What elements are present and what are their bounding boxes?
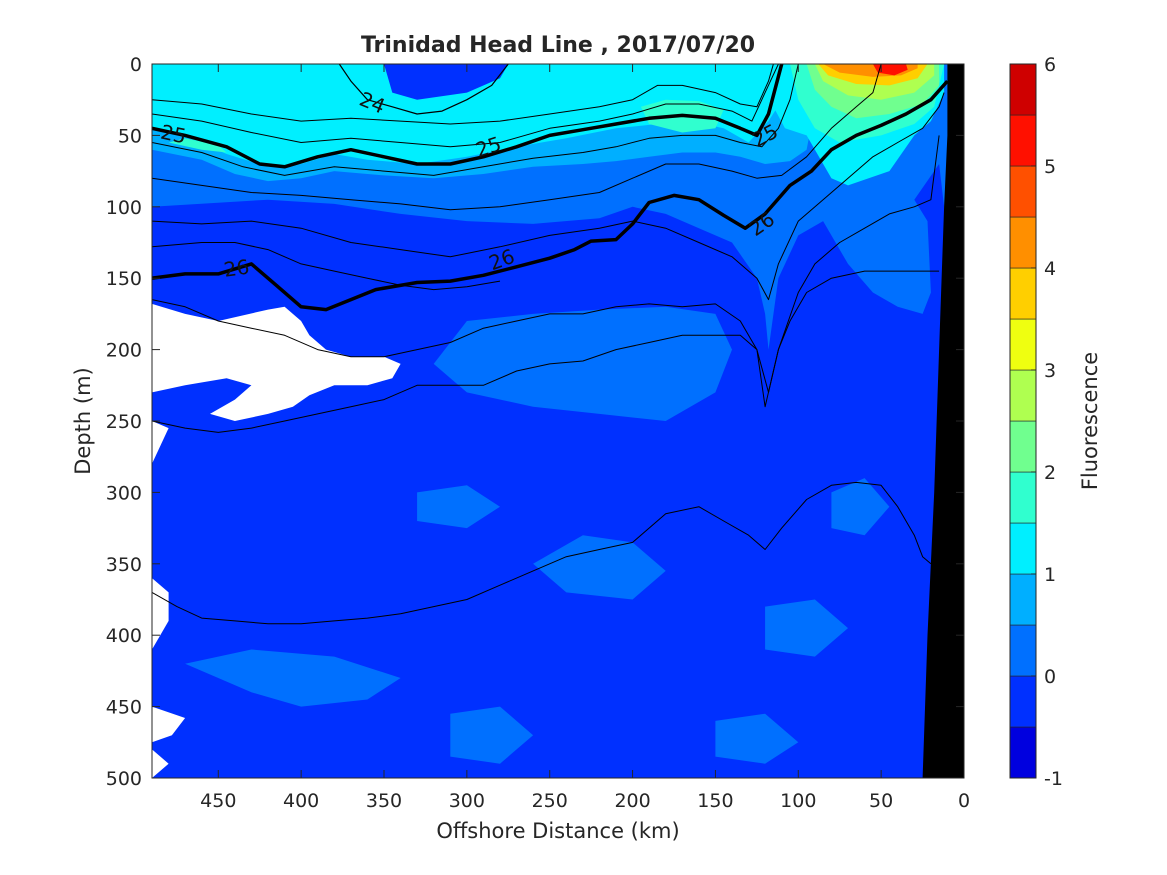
colorbar-band <box>1009 369 1037 422</box>
fluorescence-patch <box>831 478 890 536</box>
density-contour-thin <box>152 92 945 301</box>
fluorescence-patch <box>384 64 509 100</box>
colorbar-band <box>1009 420 1037 473</box>
density-contour-thin <box>152 64 774 125</box>
density-contour-25 <box>152 64 784 169</box>
y-tick-label: 0 <box>130 54 142 76</box>
density-contour-thin <box>152 64 882 211</box>
y-tick-label: 400 <box>106 625 142 647</box>
y-tick-label: 500 <box>106 768 142 790</box>
colorbar-tick-label: 6 <box>1044 54 1056 76</box>
land-layer <box>922 64 964 778</box>
density-contour-thin <box>152 135 940 408</box>
colorbar-band <box>1009 573 1037 626</box>
colorbar-band <box>1009 165 1037 218</box>
x-axis-label: Offshore Distance (km) <box>436 819 679 843</box>
colorbar-tick-label: -1 <box>1044 768 1063 790</box>
y-tick-label: 50 <box>118 125 142 147</box>
land-mask <box>922 64 964 778</box>
fluorescence-patch <box>450 706 534 764</box>
x-tick-label: 350 <box>366 790 402 812</box>
density-contour-thin <box>152 481 932 625</box>
colorbar-tick-label: 3 <box>1044 360 1056 382</box>
density-contour-layer <box>152 64 949 625</box>
fluorescence-patch <box>533 535 666 600</box>
y-tick-label: 250 <box>106 411 142 433</box>
chart-title: Trinidad Head Line , 2017/07/20 <box>361 33 755 58</box>
x-tick-label: 450 <box>200 790 236 812</box>
colorbar-tick-label: 0 <box>1044 666 1056 688</box>
fluorescence-patch <box>715 713 799 764</box>
x-axis: 450 400 350 300 250 200 150 100 50 0 <box>200 64 970 812</box>
y-tick-label: 300 <box>106 482 142 504</box>
y-tick-label: 100 <box>106 197 142 219</box>
colorbar-band <box>1009 63 1037 116</box>
density-contour-thin <box>152 242 501 291</box>
fluorescence-patch <box>433 306 732 421</box>
fluorescence-patch <box>152 164 951 778</box>
colorbar-band <box>1009 624 1037 677</box>
no-data-region <box>152 421 169 464</box>
no-data-layer <box>152 303 401 778</box>
no-data-region <box>152 303 401 421</box>
colorbar-band <box>1009 471 1037 524</box>
density-contour-26 <box>152 79 949 312</box>
colorbar-band <box>1009 267 1037 320</box>
colorbar-tick-label: 4 <box>1044 258 1056 280</box>
fluorescence-patch <box>765 599 848 657</box>
contour-label: 26 <box>222 255 251 282</box>
y-axis: 0 50 100 150 200 250 300 350 400 450 500 <box>106 54 964 790</box>
colorbar-band <box>1009 522 1037 575</box>
y-tick-label: 200 <box>106 340 142 362</box>
x-tick-label: 0 <box>958 790 970 812</box>
fluorescence-patch <box>185 649 401 707</box>
y-axis-label: Depth (m) <box>71 367 95 474</box>
x-tick-label: 150 <box>697 790 733 812</box>
x-tick-label: 100 <box>780 790 816 812</box>
colorbar-band <box>1009 726 1037 779</box>
density-contour-thin <box>152 64 779 148</box>
colorbar-tick-label: 1 <box>1044 564 1056 586</box>
colorbar-band <box>1009 318 1037 371</box>
colorbar-tick-label: 5 <box>1044 156 1056 178</box>
x-tick-label: 300 <box>449 790 485 812</box>
density-contour-thin <box>152 270 940 433</box>
fluorescence-patch <box>168 138 227 153</box>
x-tick-label: 50 <box>869 790 893 812</box>
density-contour-thin <box>152 64 799 176</box>
colorbar-band <box>1009 675 1037 728</box>
y-tick-label: 150 <box>106 268 142 290</box>
no-data-region <box>152 578 169 650</box>
y-tick-label: 450 <box>106 697 142 719</box>
fluorescence-patch <box>417 485 500 529</box>
no-data-region <box>152 706 186 743</box>
colorbar-label: Fluorescence <box>1078 352 1102 490</box>
colorbar-band <box>1009 216 1037 269</box>
colorbar-band <box>1009 114 1037 167</box>
x-tick-label: 250 <box>532 790 568 812</box>
colorbar: -1 0 1 2 3 4 5 6 <box>1009 54 1063 790</box>
no-data-region <box>152 749 169 778</box>
x-tick-label: 200 <box>614 790 650 812</box>
y-tick-label: 350 <box>106 554 142 576</box>
fluorescence-fill-layer <box>152 64 951 778</box>
contour-label: 25 <box>159 120 189 149</box>
x-tick-label: 400 <box>283 790 319 812</box>
colorbar-frame <box>1009 63 1037 779</box>
colorbar-tick-label: 2 <box>1044 462 1056 484</box>
density-contour-24 <box>338 64 509 115</box>
